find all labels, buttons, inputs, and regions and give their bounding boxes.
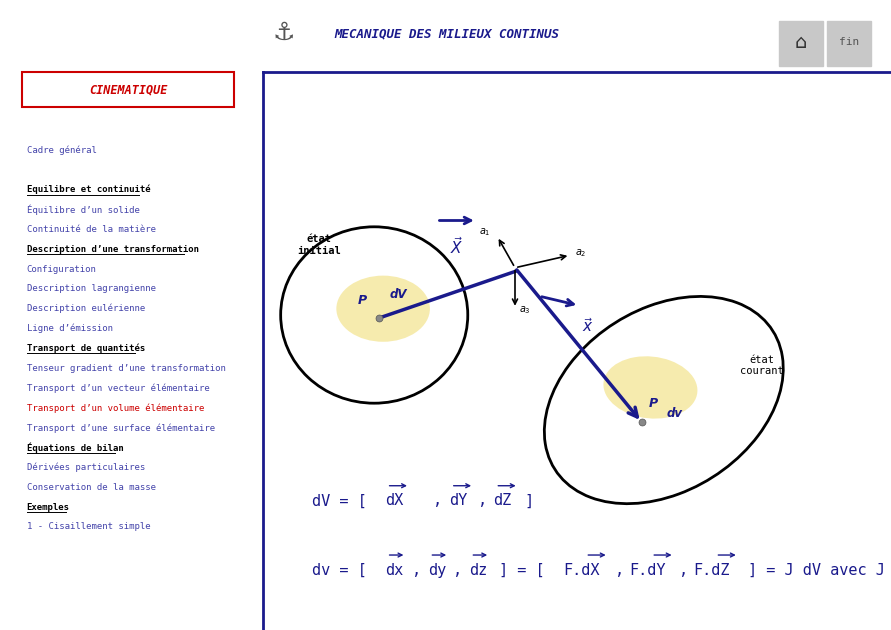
Text: Équations de bilan: Équations de bilan xyxy=(27,442,124,453)
Text: dy: dy xyxy=(428,563,446,578)
Text: ]: ] xyxy=(525,493,534,508)
Text: Equilibre et continuité: Equilibre et continuité xyxy=(27,185,151,195)
Text: dv = [: dv = [ xyxy=(312,563,366,578)
Bar xyxy=(22,72,234,107)
Text: F.dX: F.dX xyxy=(563,563,600,578)
Text: Transport d’une surface élémentaire: Transport d’une surface élémentaire xyxy=(27,423,215,433)
Text: ⚓: ⚓ xyxy=(272,21,295,45)
Text: dV = [: dV = [ xyxy=(312,493,366,508)
Text: Continuité de la matière: Continuité de la matière xyxy=(27,225,156,234)
Text: $\vec{x}$: $\vec{x}$ xyxy=(583,317,593,335)
Bar xyxy=(0,72,263,630)
Text: P: P xyxy=(649,397,658,410)
Text: ,: , xyxy=(412,563,421,578)
Bar xyxy=(779,21,823,66)
Text: dX: dX xyxy=(385,493,403,508)
Bar xyxy=(0,0,891,72)
Text: ,: , xyxy=(679,563,688,578)
Text: Configuration: Configuration xyxy=(27,265,96,273)
Text: $a_1$: $a_1$ xyxy=(479,226,491,238)
Text: ] = [: ] = [ xyxy=(499,563,544,578)
Text: Description eulérienne: Description eulérienne xyxy=(27,304,145,314)
Text: CINEMATIQUE: CINEMATIQUE xyxy=(89,83,168,96)
Text: fin: fin xyxy=(839,37,859,47)
Text: dv: dv xyxy=(666,407,683,420)
Text: ,: , xyxy=(478,493,486,508)
Text: ,: , xyxy=(453,563,462,578)
Text: dV: dV xyxy=(389,288,407,301)
Text: dY: dY xyxy=(449,493,467,508)
Text: Tenseur gradient d’une transformation: Tenseur gradient d’une transformation xyxy=(27,364,225,373)
Text: Description d’une transformation: Description d’une transformation xyxy=(27,244,199,254)
Text: 1 - Cisaillement simple: 1 - Cisaillement simple xyxy=(27,522,151,532)
Text: Transport de quantités: Transport de quantités xyxy=(27,343,145,353)
Text: ] = J dV avec J = det(F): ] = J dV avec J = det(F) xyxy=(748,563,891,578)
Text: état
courant: état courant xyxy=(740,355,784,376)
Text: F.dZ: F.dZ xyxy=(693,563,730,578)
Text: $\vec{X}$: $\vec{X}$ xyxy=(450,236,463,257)
Bar xyxy=(827,21,871,66)
Text: Description lagrangienne: Description lagrangienne xyxy=(27,284,156,294)
Text: Transport d’un volume élémentaire: Transport d’un volume élémentaire xyxy=(27,403,204,413)
Text: ⌂: ⌂ xyxy=(795,33,807,52)
Text: $a_3$: $a_3$ xyxy=(519,304,531,316)
Text: dz: dz xyxy=(469,563,486,578)
Text: ,: , xyxy=(433,493,442,508)
Ellipse shape xyxy=(337,276,430,341)
Text: Ligne d’émission: Ligne d’émission xyxy=(27,324,113,333)
Text: Cadre général: Cadre général xyxy=(27,145,96,155)
Text: Transport d’un vecteur élémentaire: Transport d’un vecteur élémentaire xyxy=(27,383,209,393)
Text: $a_2$: $a_2$ xyxy=(575,247,586,259)
Text: dZ: dZ xyxy=(494,493,511,508)
Text: ,: , xyxy=(615,563,624,578)
Text: F.dY: F.dY xyxy=(629,563,666,578)
Text: état
initial: état initial xyxy=(297,234,341,256)
Text: MECANIQUE DES MILIEUX CONTINUS: MECANIQUE DES MILIEUX CONTINUS xyxy=(334,27,560,40)
Text: dx: dx xyxy=(385,563,403,578)
Text: P: P xyxy=(357,294,366,307)
Ellipse shape xyxy=(603,357,698,418)
Text: Dérivées particulaires: Dérivées particulaires xyxy=(27,462,145,472)
Text: Exemples: Exemples xyxy=(27,503,69,512)
Text: Équilibre d’un solide: Équilibre d’un solide xyxy=(27,204,140,215)
Text: Conservation de la masse: Conservation de la masse xyxy=(27,483,156,492)
